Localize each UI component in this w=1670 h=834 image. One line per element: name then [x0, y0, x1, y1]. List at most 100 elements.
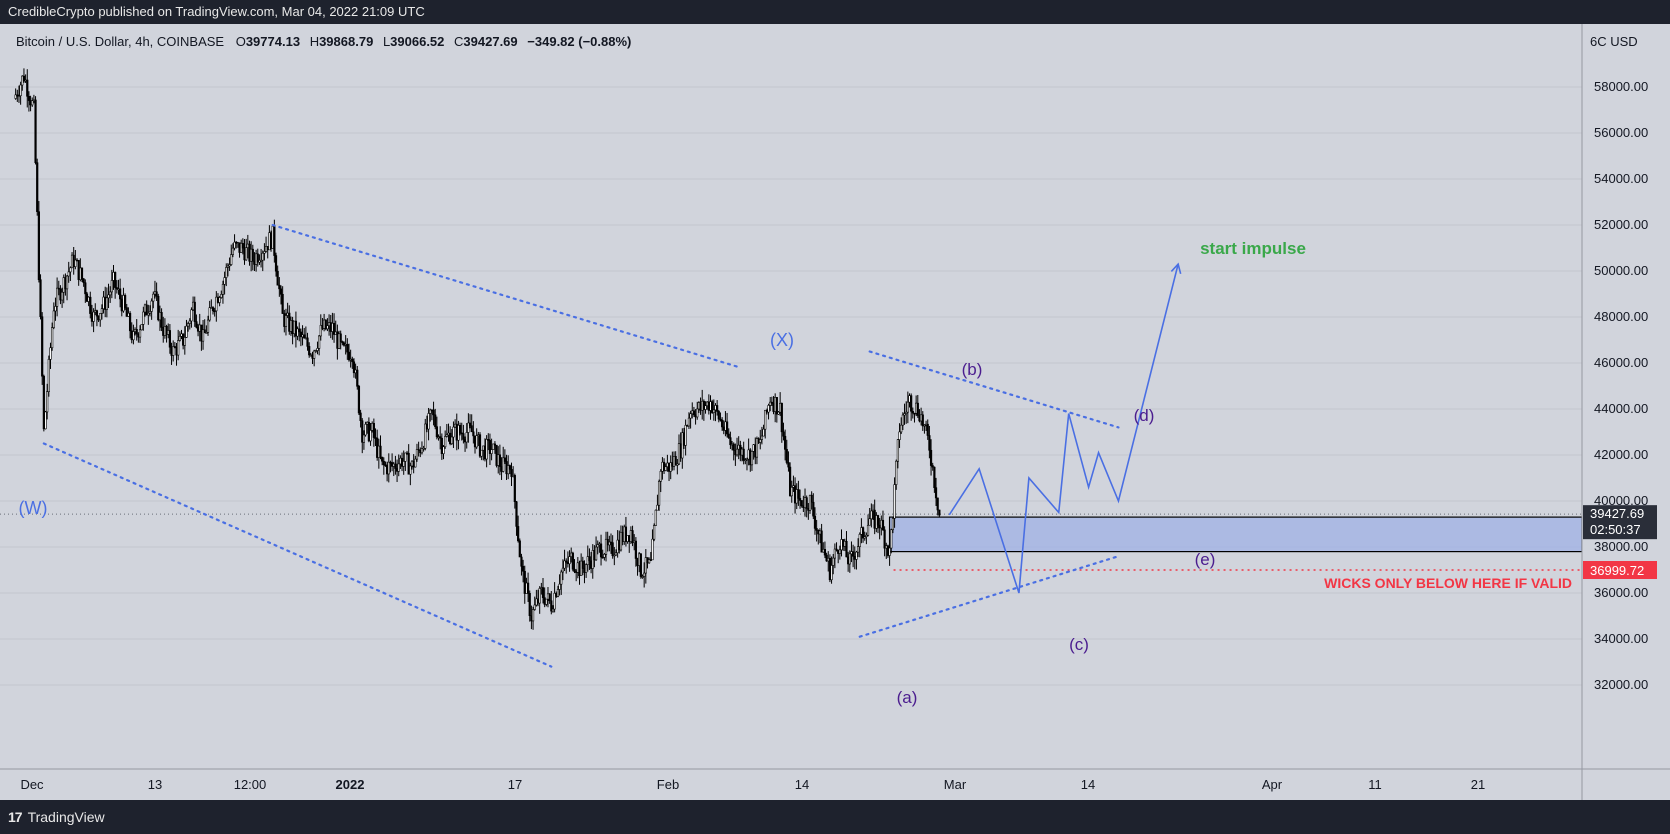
price-axis[interactable]: [1582, 24, 1670, 800]
candle-body: [442, 446, 445, 454]
candle-body: [870, 510, 873, 520]
candle-body: [440, 437, 443, 454]
candle-body: [114, 272, 117, 288]
candle-body: [213, 310, 216, 313]
candle-body: [147, 312, 150, 316]
candle-body: [560, 571, 563, 585]
candle-body: [657, 481, 661, 506]
candle-body: [762, 428, 765, 437]
candle-body: [223, 277, 226, 285]
current-price-badge: 39427.69 02:50:37: [1583, 505, 1657, 540]
candle-body: [296, 328, 299, 337]
candle-body: [513, 475, 516, 503]
candle-body: [281, 293, 284, 314]
candle-body: [148, 311, 152, 314]
candle-body: [26, 79, 29, 97]
candle-body: [881, 519, 885, 531]
wave-e-label: (e): [1195, 550, 1216, 569]
candle-body: [231, 247, 235, 255]
candle-body: [208, 307, 211, 321]
candle-body: [639, 553, 642, 577]
open-label: O: [236, 34, 246, 49]
candle-body: [89, 296, 92, 314]
price-tick-label: 44000.00: [1594, 401, 1648, 416]
candle-body: [140, 324, 143, 331]
candle-body: [397, 463, 400, 472]
candle-body: [415, 449, 419, 460]
candle-body: [341, 341, 344, 344]
candle-body: [357, 385, 361, 414]
candle-body: [702, 400, 705, 410]
candle-body: [641, 576, 644, 578]
candle-body: [172, 346, 175, 356]
candle-body: [324, 319, 327, 330]
candle-body: [205, 332, 208, 334]
candle-body: [596, 544, 599, 548]
candle-body: [556, 589, 560, 597]
candle-body: [522, 565, 525, 572]
candle-body: [550, 600, 553, 612]
candle-body: [913, 412, 916, 415]
currency-label[interactable]: 6C USD: [1590, 34, 1638, 49]
candle-body: [910, 395, 913, 412]
candle-body: [339, 333, 342, 343]
candle-body: [193, 301, 196, 322]
candle-body: [22, 75, 26, 82]
candle-body: [900, 424, 903, 433]
candle-body: [432, 409, 435, 416]
candle-body: [435, 426, 438, 438]
open-value: 39774.13: [246, 34, 300, 49]
candle-body: [178, 336, 181, 341]
time-tick-label: 21: [1471, 777, 1485, 792]
candle-body: [745, 458, 749, 461]
candle-body: [316, 348, 319, 351]
candle-body: [387, 461, 390, 475]
candle-body: [759, 439, 762, 443]
close-value: 39427.69: [463, 34, 517, 49]
candle-body: [152, 293, 155, 302]
candle-body: [603, 554, 606, 558]
candle-body: [424, 423, 427, 449]
candle-body: [735, 448, 739, 456]
candle-body: [704, 405, 707, 410]
candle-body: [929, 449, 933, 466]
wave-b-label: (b): [962, 360, 983, 379]
candle-body: [835, 548, 838, 551]
wicks-note-label: WICKS ONLY BELOW HERE IF VALID: [1324, 575, 1572, 591]
candle-body: [812, 501, 815, 517]
trendlines: [42, 223, 1120, 668]
wave-x-label: (X): [770, 330, 794, 350]
wave-labels: (W) (X) (a) (b) (c) (d) (e) start impulse WICKS …: [19, 239, 1572, 707]
candle-body: [830, 565, 833, 581]
candle-body: [351, 358, 354, 363]
candle-body: [74, 259, 77, 267]
candle-body: [901, 414, 904, 426]
candle-body: [863, 536, 866, 539]
candle-body: [890, 529, 893, 549]
tradingview-logo-icon: 17: [8, 809, 23, 825]
candle-body: [480, 449, 483, 457]
candle-body: [656, 504, 659, 511]
price-axis-ticks: 32000.00 34000.00 36000.00 38000.00 40000.00…: [1594, 79, 1648, 692]
trendline: [858, 555, 1120, 638]
high-label: H: [310, 34, 319, 49]
candle-body: [643, 572, 646, 577]
candle-body: [381, 456, 384, 462]
price-chart[interactable]: (W) (X) (a) (b) (c) (d) (e) start impulse WICKS …: [0, 24, 1670, 800]
chart-frame[interactable]: (W) (X) (a) (b) (c) (d) (e) start impulse WICKS …: [0, 24, 1670, 800]
candle-body: [203, 329, 206, 334]
candle-body: [326, 325, 329, 330]
candle-body: [553, 592, 556, 610]
candle-body: [551, 608, 555, 612]
time-tick-label: Apr: [1262, 777, 1283, 792]
candle-body: [241, 243, 244, 249]
candle-body: [347, 351, 351, 361]
candle-body: [183, 337, 186, 346]
candle-body: [769, 401, 772, 406]
candle-body: [115, 287, 118, 290]
candle-body: [444, 436, 447, 448]
candle-body: [820, 530, 823, 553]
candle-body: [659, 470, 662, 482]
candle-body: [933, 466, 936, 488]
candle-body: [467, 422, 470, 433]
